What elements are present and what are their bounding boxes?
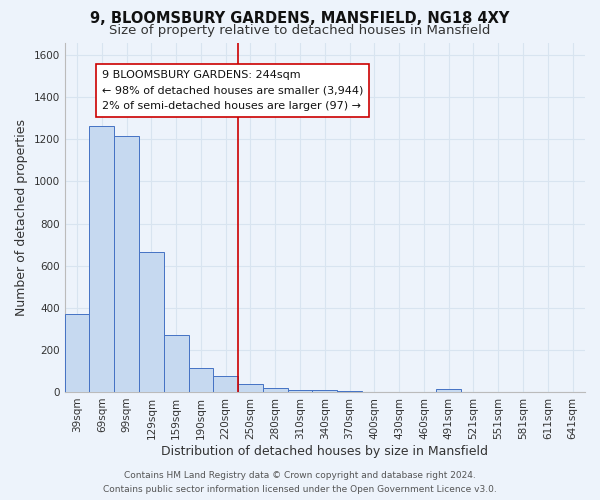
Bar (89, 126, 114, 392)
Bar (263, 388, 287, 392)
Bar (436, 389, 461, 392)
Bar (114, 136, 139, 392)
Bar (65, 314, 89, 392)
Bar (139, 252, 164, 392)
Bar (164, 335, 188, 392)
Text: 9 BLOOMSBURY GARDENS: 244sqm
← 98% of detached houses are smaller (3,944)
2% of : 9 BLOOMSBURY GARDENS: 244sqm ← 98% of de… (102, 70, 363, 111)
Bar (214, 376, 238, 392)
X-axis label: Distribution of detached houses by size in Mansfield: Distribution of detached houses by size … (161, 444, 488, 458)
Y-axis label: Number of detached properties: Number of detached properties (15, 118, 28, 316)
Text: Size of property relative to detached houses in Mansfield: Size of property relative to detached ho… (109, 24, 491, 37)
Text: 9, BLOOMSBURY GARDENS, MANSFIELD, NG18 4XY: 9, BLOOMSBURY GARDENS, MANSFIELD, NG18 4… (91, 11, 509, 26)
Bar (188, 368, 214, 392)
Bar (313, 390, 337, 392)
Bar (337, 391, 362, 392)
Bar (238, 384, 263, 392)
Text: Contains HM Land Registry data © Crown copyright and database right 2024.
Contai: Contains HM Land Registry data © Crown c… (103, 472, 497, 494)
Bar (287, 390, 313, 392)
